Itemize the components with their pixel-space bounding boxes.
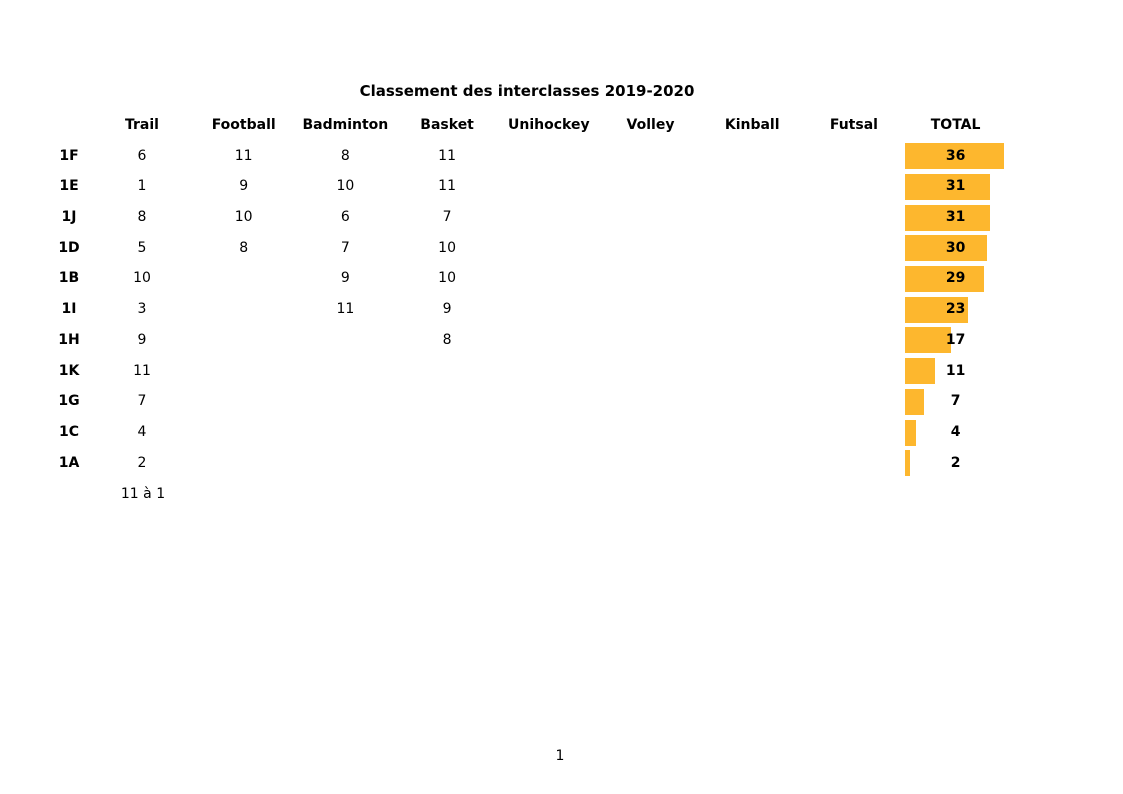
column-header-volley: Volley bbox=[626, 117, 675, 133]
cell-value: 8 bbox=[239, 239, 249, 256]
cell-value: 10 bbox=[438, 270, 457, 287]
total-bar bbox=[904, 173, 990, 200]
total-bar bbox=[904, 296, 968, 323]
scoring-note: 11 à 1 bbox=[120, 485, 166, 502]
row-label: 1E bbox=[59, 178, 79, 195]
total-bar bbox=[904, 204, 990, 231]
cell-value: 6 bbox=[137, 147, 147, 164]
total-bar bbox=[904, 419, 916, 446]
cell-value: 3 bbox=[137, 301, 147, 318]
total-value: 23 bbox=[945, 301, 966, 318]
cell-value: 8 bbox=[442, 331, 452, 348]
total-bar bbox=[904, 327, 952, 354]
cell-value: 8 bbox=[137, 209, 147, 226]
cell-value: 9 bbox=[340, 270, 350, 287]
cell-value: 5 bbox=[137, 239, 147, 256]
cell-value: 7 bbox=[442, 209, 452, 226]
column-header-basket: Basket bbox=[420, 117, 474, 133]
row-label: 1K bbox=[58, 362, 80, 379]
total-value: 31 bbox=[945, 178, 966, 195]
column-header-kinball: Kinball bbox=[724, 117, 780, 133]
cell-value: 10 bbox=[234, 209, 253, 226]
total-bar bbox=[904, 450, 910, 477]
total-value: 29 bbox=[945, 270, 966, 287]
cell-value: 11 bbox=[133, 362, 151, 379]
total-value: 17 bbox=[945, 331, 966, 348]
column-header-total: TOTAL bbox=[930, 117, 981, 133]
row-label: 1J bbox=[61, 209, 77, 226]
row-label: 1H bbox=[58, 331, 80, 348]
total-value: 2 bbox=[950, 454, 961, 471]
cell-value: 6 bbox=[340, 209, 350, 226]
column-header-football: Football bbox=[211, 117, 276, 133]
row-label: 1F bbox=[59, 147, 79, 164]
total-value: 4 bbox=[950, 424, 961, 441]
column-header-futsal: Futsal bbox=[829, 117, 878, 133]
cell-value: 9 bbox=[239, 178, 249, 195]
column-header-unihockey: Unihockey bbox=[508, 117, 590, 133]
cell-value: 10 bbox=[438, 239, 457, 256]
cell-value: 11 bbox=[438, 178, 457, 195]
cell-value: 1 bbox=[137, 178, 147, 195]
cell-value: 11 bbox=[438, 147, 457, 164]
cell-value: 7 bbox=[137, 393, 147, 410]
total-value: 11 bbox=[945, 362, 966, 379]
total-bar bbox=[904, 265, 985, 292]
row-label: 1A bbox=[58, 454, 80, 471]
cell-value: 7 bbox=[340, 239, 350, 256]
total-bar bbox=[904, 388, 924, 415]
cell-value: 4 bbox=[137, 424, 147, 441]
cell-value: 10 bbox=[133, 270, 151, 287]
row-label: 1B bbox=[58, 270, 80, 287]
column-header-badminton: Badminton bbox=[302, 117, 389, 133]
cell-value: 10 bbox=[336, 178, 355, 195]
page-title: Classement des interclasses 2019-2020 bbox=[359, 82, 695, 100]
total-bar bbox=[904, 235, 987, 262]
cell-value: 11 bbox=[234, 147, 253, 164]
page-number: 1 bbox=[555, 748, 565, 764]
cell-value: 9 bbox=[137, 331, 147, 348]
row-label: 1I bbox=[61, 301, 77, 318]
total-value: 36 bbox=[945, 147, 966, 164]
cell-value: 11 bbox=[336, 301, 355, 318]
cell-value: 9 bbox=[442, 301, 452, 318]
total-bar bbox=[904, 143, 1004, 170]
total-value: 30 bbox=[945, 239, 966, 256]
cell-value: 2 bbox=[137, 454, 147, 471]
column-header-trail: Trail bbox=[125, 117, 159, 133]
total-bar bbox=[904, 358, 935, 385]
total-value: 31 bbox=[945, 209, 966, 226]
row-label: 1D bbox=[58, 239, 80, 256]
cell-value: 8 bbox=[340, 147, 350, 164]
total-value: 7 bbox=[950, 393, 961, 410]
row-label: 1G bbox=[58, 393, 80, 410]
row-label: 1C bbox=[58, 424, 80, 441]
